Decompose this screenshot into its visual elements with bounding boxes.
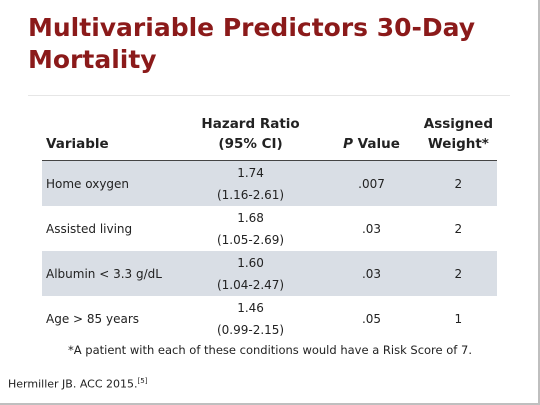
header-cell: P Value	[323, 106, 420, 161]
weight-cell: 2	[419, 160, 497, 206]
citation-text: Hermiller JB. ACC 2015.	[8, 377, 138, 391]
variable-cell: Albumin < 3.3 g/dL	[42, 251, 178, 296]
title-rule	[28, 95, 510, 96]
variable-cell: Age > 85 years	[46, 311, 139, 326]
header-line: Assigned	[423, 116, 493, 132]
header-cell: Assigned Weight*	[419, 106, 497, 161]
confidence-interval: (1.16-2.61)	[216, 187, 285, 202]
header-emphasis: P	[343, 136, 353, 152]
hazard-ratio: 1.46	[237, 300, 264, 315]
hazard-ratio: 1.60	[237, 255, 264, 270]
variable-cell: Home oxygen	[42, 160, 178, 206]
confidence-interval: (1.04-2.47)	[216, 277, 285, 292]
header-cell: Variable	[42, 106, 178, 161]
variable-cell: Assisted living	[46, 221, 133, 236]
confidence-interval: (0.99-2.15)	[216, 322, 285, 337]
table-row: Albumin < 3.3 g/dL 1.60 (1.04-2.47) .03 2	[42, 251, 497, 296]
table-body: Home oxygen 1.74 (1.16-2.61) .007 2 Assisted …	[42, 160, 497, 342]
weight-cell: 2	[454, 221, 463, 236]
footnote: *A patient with each of these conditions…	[68, 343, 472, 357]
predictors-table: Variable Hazard Ratio (95% CI) P Value As…	[42, 106, 497, 341]
header-line: Hazard Ratio	[201, 116, 300, 132]
weight-cell: 1	[454, 311, 463, 326]
p-value-cell: .05	[361, 311, 382, 326]
slide-title: Multivariable Predictors 30-Day Mortalit…	[28, 13, 476, 74]
hazard-ratio-cell: 1.74 (1.16-2.61)	[177, 160, 324, 206]
table-row: Assisted living 1.68 (1.05-2.69) .03 2	[42, 206, 497, 251]
p-value-cell: .007	[323, 160, 420, 206]
hazard-ratio-cell: 1.68 (1.05-2.69)	[178, 206, 323, 251]
header-cell: Hazard Ratio (95% CI)	[177, 106, 324, 161]
citation-ref: [5]	[137, 377, 148, 385]
header-row: Variable Hazard Ratio (95% CI) P Value As…	[42, 106, 497, 161]
citation: Hermiller JB. ACC 2015.[5]	[8, 377, 147, 391]
weight-cell: 2	[419, 251, 497, 296]
p-value-cell: .03	[361, 221, 382, 236]
hazard-ratio: 1.74	[237, 165, 264, 180]
header-line: Weight*	[427, 136, 489, 152]
confidence-interval: (1.05-2.69)	[216, 232, 285, 247]
hazard-ratio-cell: 1.60 (1.04-2.47)	[177, 251, 324, 296]
table-row: Age > 85 years 1.46 (0.99-2.15) .05 1	[42, 296, 497, 341]
header-line: (95% CI)	[218, 136, 283, 152]
hazard-ratio-cell: 1.46 (0.99-2.15)	[178, 296, 323, 341]
table-row: Home oxygen 1.74 (1.16-2.61) .007 2	[42, 160, 497, 206]
hazard-ratio: 1.68	[237, 210, 264, 225]
header-text: Value	[357, 136, 400, 152]
p-value-cell: .03	[323, 251, 420, 296]
